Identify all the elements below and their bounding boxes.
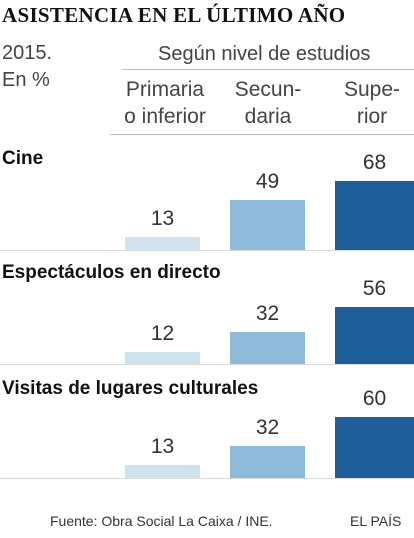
data-label: 68 — [362, 151, 387, 174]
bar — [335, 307, 414, 364]
subtitle: Según nivel de estudios — [158, 43, 371, 65]
header-divider — [110, 134, 414, 135]
credit-label: EL PAÍS — [350, 513, 402, 529]
data-label: 32 — [255, 302, 280, 325]
data-label: 56 — [362, 277, 387, 300]
bar — [335, 181, 414, 250]
panel-baseline — [0, 250, 414, 251]
panel-baseline — [0, 364, 414, 365]
panel-baseline — [0, 478, 414, 479]
source-note: Fuente: Obra Social La Caixa / INE. — [50, 513, 273, 529]
column-header-primaria: Primaria o inferior — [124, 78, 206, 128]
bar — [230, 200, 305, 250]
bar — [125, 237, 200, 250]
data-label: 49 — [255, 170, 280, 193]
column-header-secundaria: Secun-daria — [234, 78, 302, 128]
data-label: 13 — [150, 435, 175, 458]
chart-title: ASISTENCIA EN EL ÚLTIMO AÑO — [2, 3, 346, 27]
bar — [230, 446, 305, 478]
bar — [230, 332, 305, 364]
panel-title: Visitas de lugares culturales — [2, 378, 259, 399]
panel-title: Cine — [2, 148, 44, 169]
bar — [335, 417, 414, 478]
unit-label: En % — [2, 69, 50, 91]
bar — [125, 465, 200, 478]
data-label: 12 — [150, 322, 175, 345]
bar — [125, 352, 200, 364]
data-label: 60 — [362, 387, 387, 410]
data-label: 13 — [150, 207, 175, 230]
data-label: 32 — [255, 416, 280, 439]
year-label: 2015. — [2, 42, 53, 64]
panel-title: Espectáculos en directo — [2, 262, 221, 283]
subtitle-divider — [122, 69, 414, 70]
column-header-superior: Supe-rior — [343, 78, 401, 128]
